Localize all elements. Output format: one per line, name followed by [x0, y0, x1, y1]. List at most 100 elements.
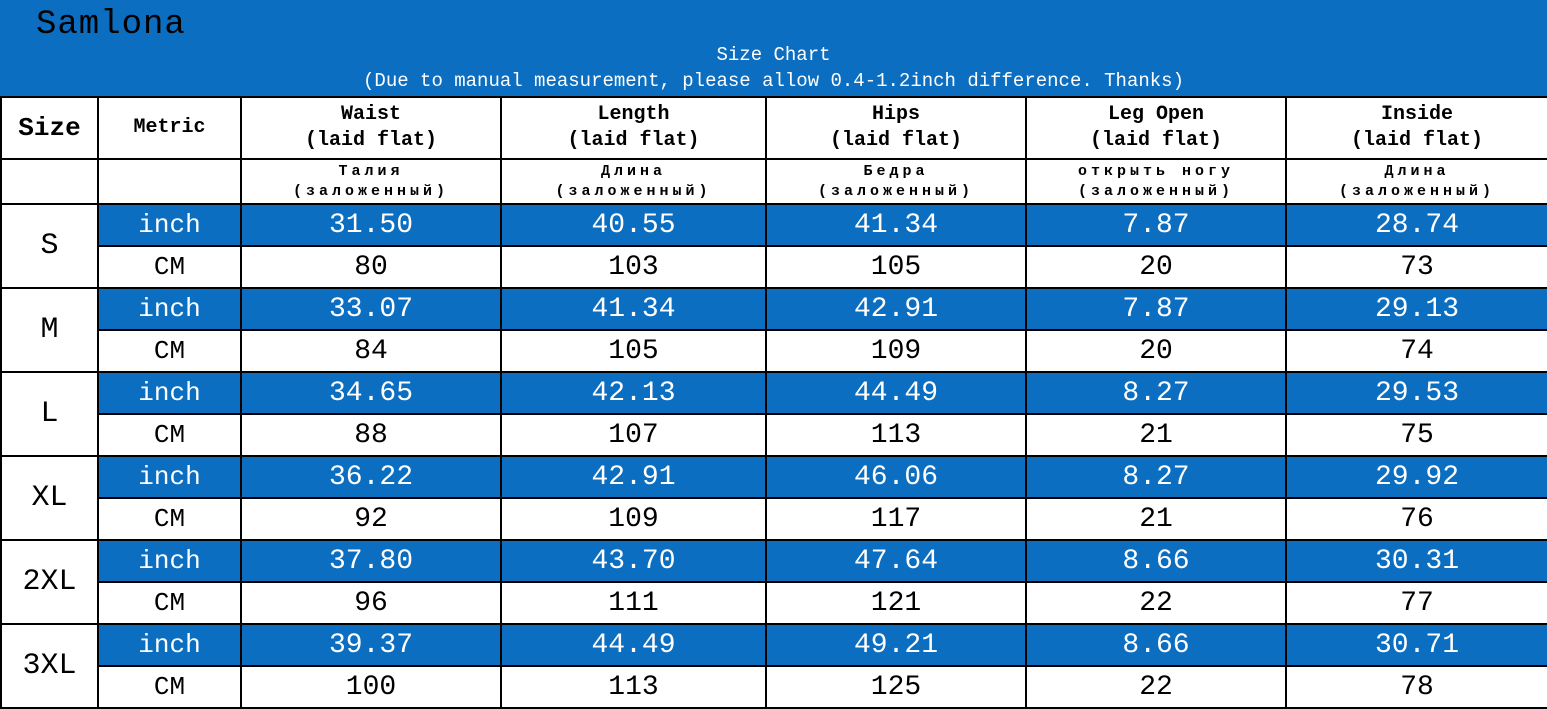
- value-cell: 96: [240, 581, 502, 625]
- value-cell: 109: [500, 497, 767, 541]
- column-header-label-ru: открыть ногу: [1077, 162, 1235, 180]
- column-header-sublabel-ru: (заложенный): [292, 182, 450, 200]
- value-cell: 22: [1025, 665, 1287, 709]
- size-label: M: [0, 287, 99, 373]
- column-header-sublabel-ru: (заложенный): [555, 182, 712, 200]
- column-header-sublabel: (laid flat): [304, 129, 438, 152]
- size-label: 2XL: [0, 539, 99, 625]
- table-row-l-inch: L inch 34.65 42.13 44.49 8.27 29.53: [0, 371, 1547, 457]
- table-row-m-inch: M inch 33.07 41.34 42.91 7.87 29.13: [0, 287, 1547, 373]
- value-cell: 88: [240, 413, 502, 457]
- metric-cm-cell: CM: [97, 329, 242, 373]
- header-row-english: Size Metric Waist (laid flat) Length (la…: [0, 96, 1547, 160]
- column-header-waist: Waist (laid flat): [240, 96, 502, 160]
- column-header-leg-open-ru: открыть ногу (заложенный): [1025, 158, 1287, 205]
- value-cell: 30.31: [1285, 539, 1547, 583]
- value-cell: 7.87: [1025, 287, 1287, 331]
- table-row-s-cm: CM 80 103 105 20 73: [1, 245, 1547, 289]
- value-cell: 44.49: [500, 623, 767, 667]
- value-cell: 117: [765, 497, 1027, 541]
- value-cell: 78: [1285, 665, 1547, 709]
- column-header-inside-ru: Длина (заложенный): [1285, 158, 1547, 205]
- size-chart-table: Size Metric Waist (laid flat) Length (la…: [0, 96, 1547, 709]
- metric-inch-cell: inch: [97, 203, 242, 247]
- empty-cell: [0, 158, 99, 205]
- value-cell: 100: [240, 665, 502, 709]
- metric-inch-cell: inch: [97, 455, 242, 499]
- column-header-label: Hips: [871, 103, 920, 126]
- value-cell: 105: [500, 329, 767, 373]
- column-header-hips-ru: Бедра (заложенный): [765, 158, 1027, 205]
- column-header-metric: Metric: [97, 96, 242, 160]
- size-label: XL: [0, 455, 99, 541]
- value-cell: 21: [1025, 413, 1287, 457]
- column-header-label-ru: Талия: [338, 162, 404, 180]
- column-header-leg-open: Leg Open (laid flat): [1025, 96, 1287, 160]
- column-header-sublabel: (laid flat): [567, 129, 700, 152]
- value-cell: 73: [1285, 245, 1547, 289]
- value-cell: 42.91: [500, 455, 767, 499]
- empty-cell: [97, 158, 242, 205]
- metric-cm-cell: CM: [97, 497, 242, 541]
- value-cell: 33.07: [240, 287, 502, 331]
- metric-inch-cell: inch: [97, 371, 242, 415]
- value-cell: 125: [765, 665, 1027, 709]
- value-cell: 80: [240, 245, 502, 289]
- value-cell: 42.13: [500, 371, 767, 415]
- value-cell: 84: [240, 329, 502, 373]
- value-cell: 49.21: [765, 623, 1027, 667]
- measurement-note: (Due to manual measurement, please allow…: [363, 70, 1184, 92]
- metric-inch-cell: inch: [97, 287, 242, 331]
- value-cell: 7.87: [1025, 203, 1287, 247]
- value-cell: 36.22: [240, 455, 502, 499]
- value-cell: 74: [1285, 329, 1547, 373]
- value-cell: 121: [765, 581, 1027, 625]
- column-header-inside: Inside (laid flat): [1285, 96, 1547, 160]
- value-cell: 40.55: [500, 203, 767, 247]
- value-cell: 8.27: [1025, 455, 1287, 499]
- column-header-label: Length: [597, 103, 670, 126]
- value-cell: 8.66: [1025, 623, 1287, 667]
- column-header-sublabel-ru: (заложенный): [1077, 182, 1235, 200]
- value-cell: 30.71: [1285, 623, 1547, 667]
- table-row-2xl-cm: CM 96 111 121 22 77: [1, 581, 1547, 625]
- value-cell: 41.34: [500, 287, 767, 331]
- value-cell: 111: [500, 581, 767, 625]
- column-header-sublabel-ru: (заложенный): [817, 182, 975, 200]
- column-header-length: Length (laid flat): [500, 96, 767, 160]
- column-header-sublabel: (laid flat): [1089, 129, 1223, 152]
- table-row-s-inch: S inch 31.50 40.55 41.34 7.87 28.74: [0, 203, 1547, 289]
- value-cell: 92: [240, 497, 502, 541]
- value-cell: 29.53: [1285, 371, 1547, 415]
- value-cell: 103: [500, 245, 767, 289]
- value-cell: 109: [765, 329, 1027, 373]
- value-cell: 107: [500, 413, 767, 457]
- size-label: S: [0, 203, 99, 289]
- table-row-xl-inch: XL inch 36.22 42.91 46.06 8.27 29.92: [0, 455, 1547, 541]
- value-cell: 31.50: [240, 203, 502, 247]
- table-row-xl-cm: CM 92 109 117 21 76: [1, 497, 1547, 541]
- brand-logo: Samlona: [36, 6, 186, 44]
- value-cell: 29.92: [1285, 455, 1547, 499]
- metric-cm-cell: CM: [97, 413, 242, 457]
- table-row-3xl-cm: CM 100 113 125 22 78: [1, 665, 1547, 709]
- column-header-size: Size: [0, 96, 99, 160]
- metric-inch-cell: inch: [97, 539, 242, 583]
- metric-inch-cell: inch: [97, 623, 242, 667]
- column-header-waist-ru: Талия (заложенный): [240, 158, 502, 205]
- value-cell: 21: [1025, 497, 1287, 541]
- column-header-length-ru: Длина (заложенный): [500, 158, 767, 205]
- column-header-sublabel-ru: (заложенный): [1338, 182, 1496, 200]
- metric-cm-cell: CM: [97, 665, 242, 709]
- value-cell: 76: [1285, 497, 1547, 541]
- metric-cm-cell: CM: [97, 245, 242, 289]
- header-row-russian: Талия (заложенный) Длина (заложенный) Бе…: [0, 158, 1547, 205]
- value-cell: 34.65: [240, 371, 502, 415]
- value-cell: 43.70: [500, 539, 767, 583]
- column-header-label: Waist: [340, 103, 401, 126]
- value-cell: 44.49: [765, 371, 1027, 415]
- table-row-l-cm: CM 88 107 113 21 75: [1, 413, 1547, 457]
- value-cell: 42.91: [765, 287, 1027, 331]
- value-cell: 46.06: [765, 455, 1027, 499]
- table-row-2xl-inch: 2XL inch 37.80 43.70 47.64 8.66 30.31: [0, 539, 1547, 625]
